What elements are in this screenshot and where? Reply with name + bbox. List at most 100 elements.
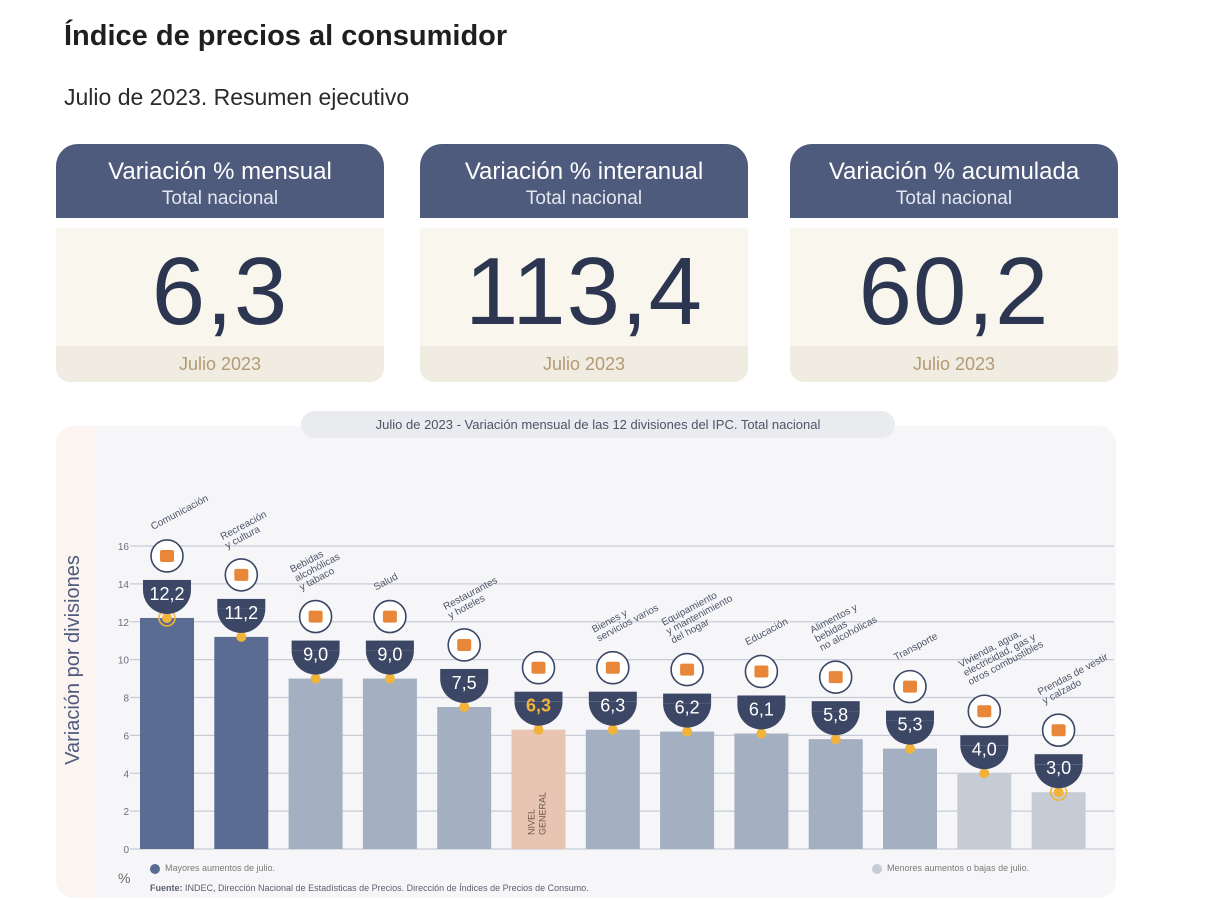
card-scope: Total nacional xyxy=(525,188,643,209)
value-badge-top xyxy=(886,710,934,721)
card-value: 6,3 xyxy=(151,238,289,345)
shirt-icon xyxy=(1041,713,1076,747)
value-badge xyxy=(737,705,786,730)
value-badge xyxy=(143,589,191,614)
icon-detail xyxy=(308,610,323,623)
y-tick-label: 6 xyxy=(123,731,129,742)
card-period: Julio 2023 xyxy=(790,346,1118,382)
chart-title: Julio de 2023 - Variación mensual de las… xyxy=(301,411,895,438)
value-label: 9,0 xyxy=(377,645,402,665)
icon-detail xyxy=(828,671,843,684)
value-dot xyxy=(384,673,395,684)
source-label: Fuente: xyxy=(150,883,183,893)
bar xyxy=(734,733,789,849)
source-note: Fuente: INDEC, Dirección Nacional de Est… xyxy=(150,883,589,893)
card-value: 60,2 xyxy=(858,238,1050,345)
icon-detail xyxy=(680,663,695,676)
icon-detail xyxy=(382,610,397,623)
card-scope: Total nacional xyxy=(161,188,279,209)
icon-detail xyxy=(903,680,917,693)
value-label: 6,3 xyxy=(600,696,625,716)
tools-icon xyxy=(595,650,630,685)
bar xyxy=(288,678,343,849)
category-label: Vivienda, agua,electricidad, gas yotros … xyxy=(957,621,1045,688)
bar xyxy=(214,636,269,849)
y-tick-label: 0 xyxy=(123,845,129,856)
page-title: Índice de precios al consumidor xyxy=(64,20,508,52)
lightbulb-icon xyxy=(967,694,1002,729)
bar xyxy=(437,706,492,849)
card-value: 113,4 xyxy=(464,238,704,345)
value-badge-top xyxy=(811,701,860,712)
bar xyxy=(1031,792,1086,849)
value-badge xyxy=(960,745,1009,770)
icon-detail xyxy=(160,549,174,562)
card-header: Variación % acumulada Total nacional xyxy=(790,144,1118,218)
value-badge xyxy=(663,703,712,728)
value-label: 9,0 xyxy=(303,645,328,665)
value-label: 3,0 xyxy=(1046,758,1071,778)
bar xyxy=(957,773,1012,849)
bus-icon xyxy=(893,669,927,704)
in-bar-label-line: NIVEL xyxy=(527,809,537,835)
medical-cross-icon xyxy=(373,599,407,634)
value-badge xyxy=(440,678,489,703)
card-header: Variación % mensual Total nacional xyxy=(56,144,384,218)
value-label: 4,0 xyxy=(972,739,997,759)
value-badge xyxy=(217,608,266,633)
card-title: Variación % acumulada xyxy=(828,158,1080,185)
card-body: 6,3 Julio 2023 xyxy=(56,228,384,382)
value-badge-top xyxy=(514,691,563,702)
category-label: Salud xyxy=(372,571,400,593)
dining-icon xyxy=(447,628,482,662)
icon-detail xyxy=(234,568,249,581)
icon-detail xyxy=(977,705,992,718)
legend-swatch xyxy=(150,863,160,874)
value-badge xyxy=(811,711,860,736)
value-badge xyxy=(291,650,340,675)
icon-detail xyxy=(754,665,769,678)
value-dot xyxy=(533,724,544,735)
bottles-icon xyxy=(298,599,333,634)
value-dot xyxy=(607,724,618,735)
category-label-line: Transporte xyxy=(892,631,940,663)
icon-detail xyxy=(1051,724,1066,737)
value-label: 7,5 xyxy=(452,673,477,693)
bar xyxy=(660,731,715,849)
category-label: Alimentos ybebidasno alcohólicas xyxy=(809,597,880,654)
card-scope: Total nacional xyxy=(895,188,1013,209)
legend-label: Menores aumentos o bajas de julio. xyxy=(887,863,1030,873)
value-label: 6,2 xyxy=(675,698,700,718)
value-dot xyxy=(162,612,172,623)
card-period: Julio 2023 xyxy=(420,346,748,382)
bar xyxy=(808,739,863,849)
value-dot xyxy=(236,631,247,642)
value-badge-top xyxy=(440,668,489,679)
card-title: Variación % interanual xyxy=(464,158,704,185)
in-bar-label: NIVELGENERAL xyxy=(527,792,548,835)
umbrella-sun-icon xyxy=(224,558,259,592)
y-tick-label: 14 xyxy=(118,580,130,591)
value-badge xyxy=(365,650,414,675)
value-dot xyxy=(310,673,321,684)
value-dot xyxy=(979,768,990,779)
value-badge-top xyxy=(737,695,786,706)
icon-detail xyxy=(605,661,620,674)
y-tick-label: 2 xyxy=(123,807,129,818)
value-dot xyxy=(459,701,470,712)
legend-high: Mayores aumentos de julio. xyxy=(150,863,275,874)
value-dot xyxy=(1053,787,1064,798)
value-badge xyxy=(588,701,637,726)
value-badge-top xyxy=(291,640,340,651)
icon-detail xyxy=(457,638,472,651)
value-dot xyxy=(756,728,767,739)
bar xyxy=(140,617,194,849)
value-dot xyxy=(682,726,693,737)
category-label: Equipamientoy mantenimientodel hogar xyxy=(660,584,740,646)
card-monthly: Variación % mensual Total nacional 6,3 J… xyxy=(56,144,384,382)
value-badge xyxy=(1034,764,1083,789)
category-label-line: Comunicación xyxy=(149,493,210,532)
y-tick-label: 8 xyxy=(123,694,129,705)
chicken-icon xyxy=(818,660,853,694)
